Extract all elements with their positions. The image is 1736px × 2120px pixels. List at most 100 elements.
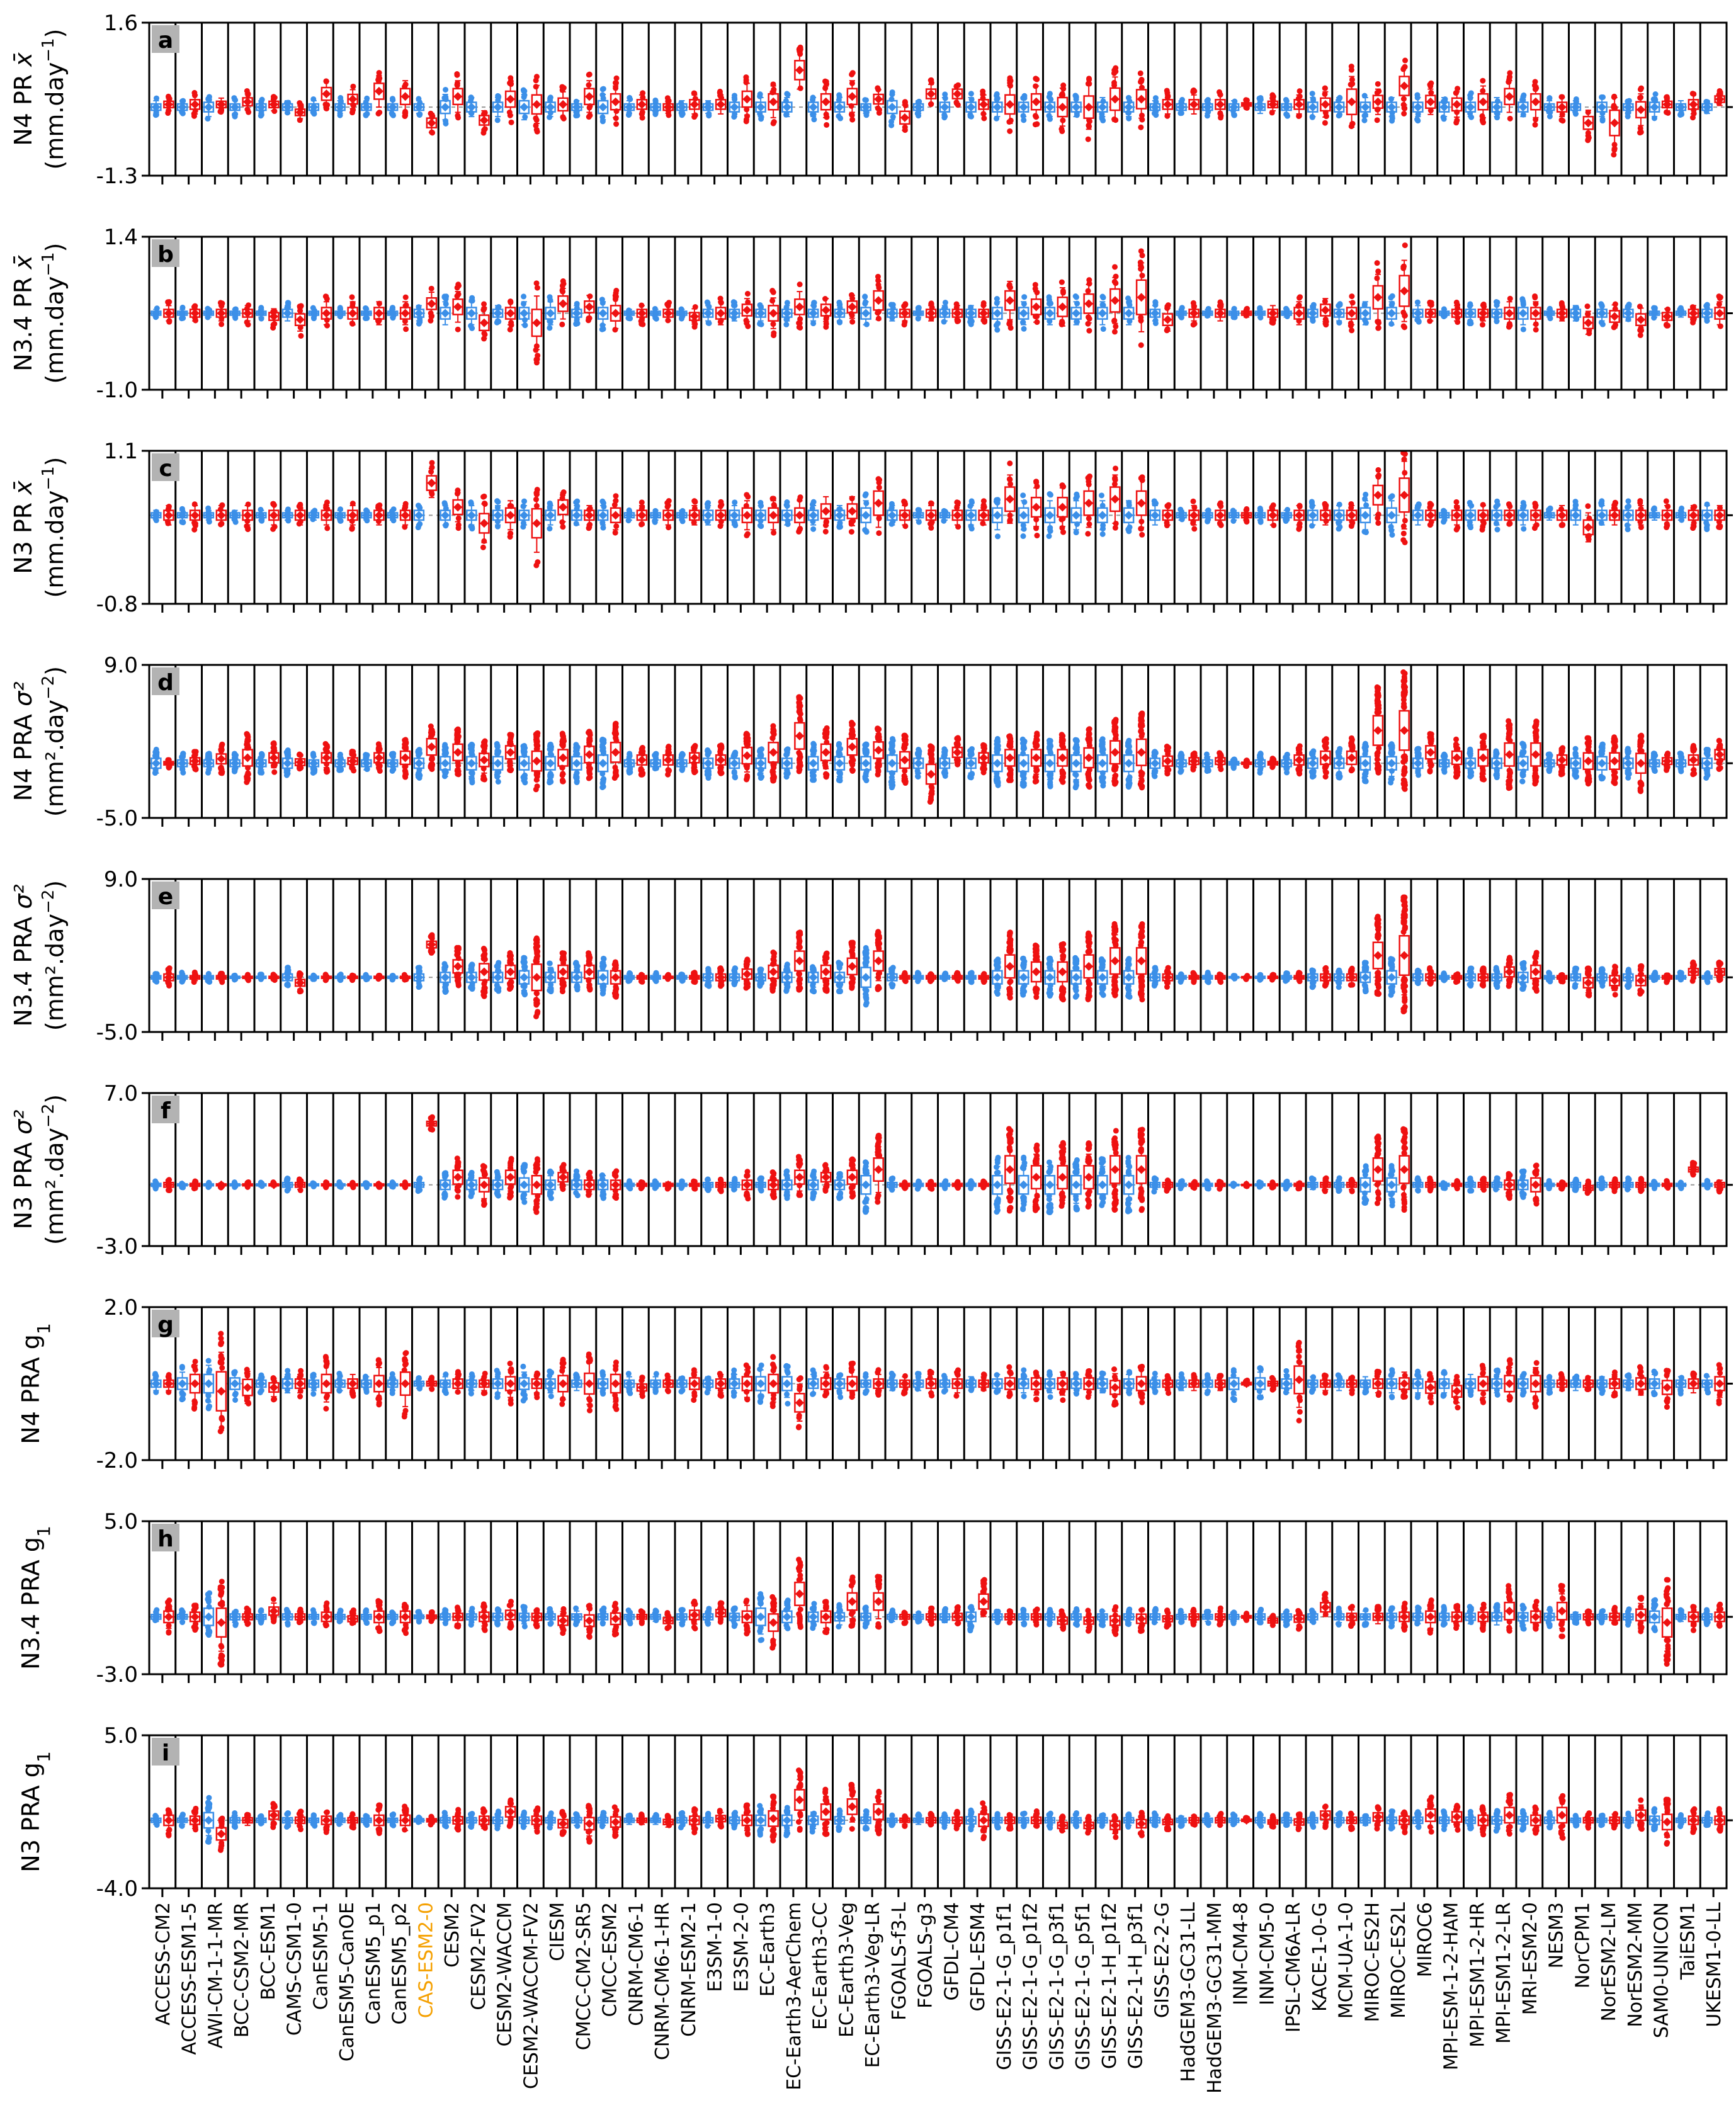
outlier-point: [443, 86, 449, 93]
mean-marker: [559, 99, 568, 109]
mean-marker: [689, 99, 699, 109]
outlier-point: [785, 521, 791, 528]
outlier-point: [533, 491, 540, 497]
outlier-point: [1257, 96, 1263, 102]
outlier-point: [1402, 105, 1408, 111]
mean-marker: [1229, 103, 1239, 112]
box-blue-GISS-E2-1-G_p5f1: [1070, 293, 1082, 326]
outlier-point: [691, 114, 698, 120]
outlier-point: [468, 110, 475, 116]
box-red-EC-Earth3-Veg-LR: [873, 476, 884, 536]
box-blue-BCC-CSM2-MR: [229, 751, 241, 774]
mean-marker: [467, 103, 476, 112]
outlier-point: [1704, 526, 1710, 533]
ylabel-unit: (mm.day−1): [39, 457, 69, 598]
outlier-point: [863, 321, 870, 327]
outlier-point: [415, 524, 421, 531]
box-blue-HadGEM3-GC31-LL: [1176, 305, 1187, 320]
outlier-point: [613, 523, 620, 530]
outlier-point: [1086, 81, 1092, 87]
outlier-point: [469, 298, 475, 304]
outlier-point: [717, 319, 723, 325]
box-red-MCM-UA-1-0: [1346, 501, 1358, 530]
outlier-point: [560, 288, 566, 295]
box-red-CanESM5-1: [321, 499, 332, 531]
outlier-point: [1111, 116, 1118, 122]
outlier-point: [1296, 521, 1303, 527]
outlier-point: [428, 285, 434, 292]
outlier-point: [1533, 327, 1539, 333]
mean-marker: [1110, 94, 1120, 104]
outlier-point: [1374, 117, 1380, 123]
box-blue-CAS-ESM2-0: [413, 96, 425, 118]
outlier-point: [166, 504, 172, 510]
outlier-point: [468, 499, 474, 506]
box-red-EC-Earth3-CC: [820, 78, 832, 128]
outlier-point: [1453, 504, 1460, 510]
box-blue-FGOALS-g3: [912, 507, 924, 525]
outlier-point: [902, 523, 909, 530]
box-blue-ACCESS-ESM1-5: [176, 304, 188, 322]
outlier-point: [1139, 116, 1145, 123]
box-red-GISS-E2-1-G_p1f1: [1004, 280, 1016, 331]
mean-marker: [295, 108, 305, 117]
mean-marker: [572, 103, 581, 112]
box-red-UKESM1-0-LL: [1714, 293, 1725, 329]
outlier-point: [717, 91, 723, 98]
box-blue-MIROC-ES2H: [1359, 491, 1371, 535]
outlier-point: [574, 300, 580, 307]
outlier-point: [1349, 300, 1356, 306]
box-blue-ACCESS-ESM1-5: [176, 506, 188, 526]
outlier-point: [218, 765, 224, 771]
box-red-HadGEM3-GC31-MM: [1215, 299, 1226, 322]
outlier-point: [1310, 302, 1317, 308]
box-blue-CNRM-CM6-1: [623, 307, 635, 322]
box-red-MCM-UA-1-0: [1346, 293, 1358, 334]
outlier-point: [1098, 492, 1104, 499]
outlier-point: [1402, 57, 1409, 64]
box-red-GISS-E2-1-H_p1f2: [1109, 264, 1121, 335]
outlier-point: [587, 506, 593, 512]
outlier-point: [599, 300, 606, 306]
outlier-point: [1467, 93, 1473, 99]
box-blue-E3SM-1-0: [702, 100, 714, 119]
outlier-point: [191, 111, 197, 117]
outlier-point: [1519, 97, 1526, 103]
box-red-MIROC-ES2L: [1398, 242, 1410, 331]
outlier-point: [1113, 465, 1119, 472]
outlier-point: [1244, 519, 1250, 525]
mean-marker: [598, 103, 608, 112]
box-red-TaiESM1: [1688, 504, 1699, 531]
box-red-INM-CM5-0: [1267, 502, 1279, 528]
outlier-point: [1414, 92, 1421, 98]
outlier-point: [297, 303, 303, 310]
outlier-point: [192, 521, 198, 527]
box-blue-KACE-1-0-G: [1307, 499, 1319, 529]
outlier-point: [1218, 115, 1224, 121]
outlier-point: [1690, 505, 1696, 511]
box-blue-MIROC-ES2H: [1359, 301, 1371, 326]
box-red-CanESM5_p1: [373, 502, 385, 526]
box-blue-MPI-ESM1-2-LR: [1491, 498, 1502, 533]
box-blue-SAM0-UNICON: [1648, 91, 1660, 122]
outlier-point: [508, 503, 514, 509]
outlier-point: [770, 120, 776, 127]
outlier-point: [862, 527, 868, 533]
box-red-CIESM: [557, 489, 569, 530]
ylabel-quantity: N3 PR x̄: [9, 480, 37, 574]
outlier-point: [744, 290, 751, 297]
outlier-point: [613, 121, 620, 127]
outlier-point: [888, 501, 895, 507]
box-blue-FGOALS-g3: [912, 98, 924, 119]
mean-marker: [861, 103, 871, 112]
box-blue-EC-Earth3-CC: [807, 499, 819, 532]
outlier-point: [192, 303, 198, 309]
mean-marker: [979, 99, 989, 109]
outlier-point: [520, 503, 526, 509]
mean-marker: [256, 103, 266, 112]
mean-marker: [703, 103, 713, 112]
outlier-point: [1480, 302, 1486, 308]
outlier-point: [876, 309, 882, 315]
outlier-point: [1427, 301, 1434, 307]
outlier-point: [1520, 111, 1526, 118]
